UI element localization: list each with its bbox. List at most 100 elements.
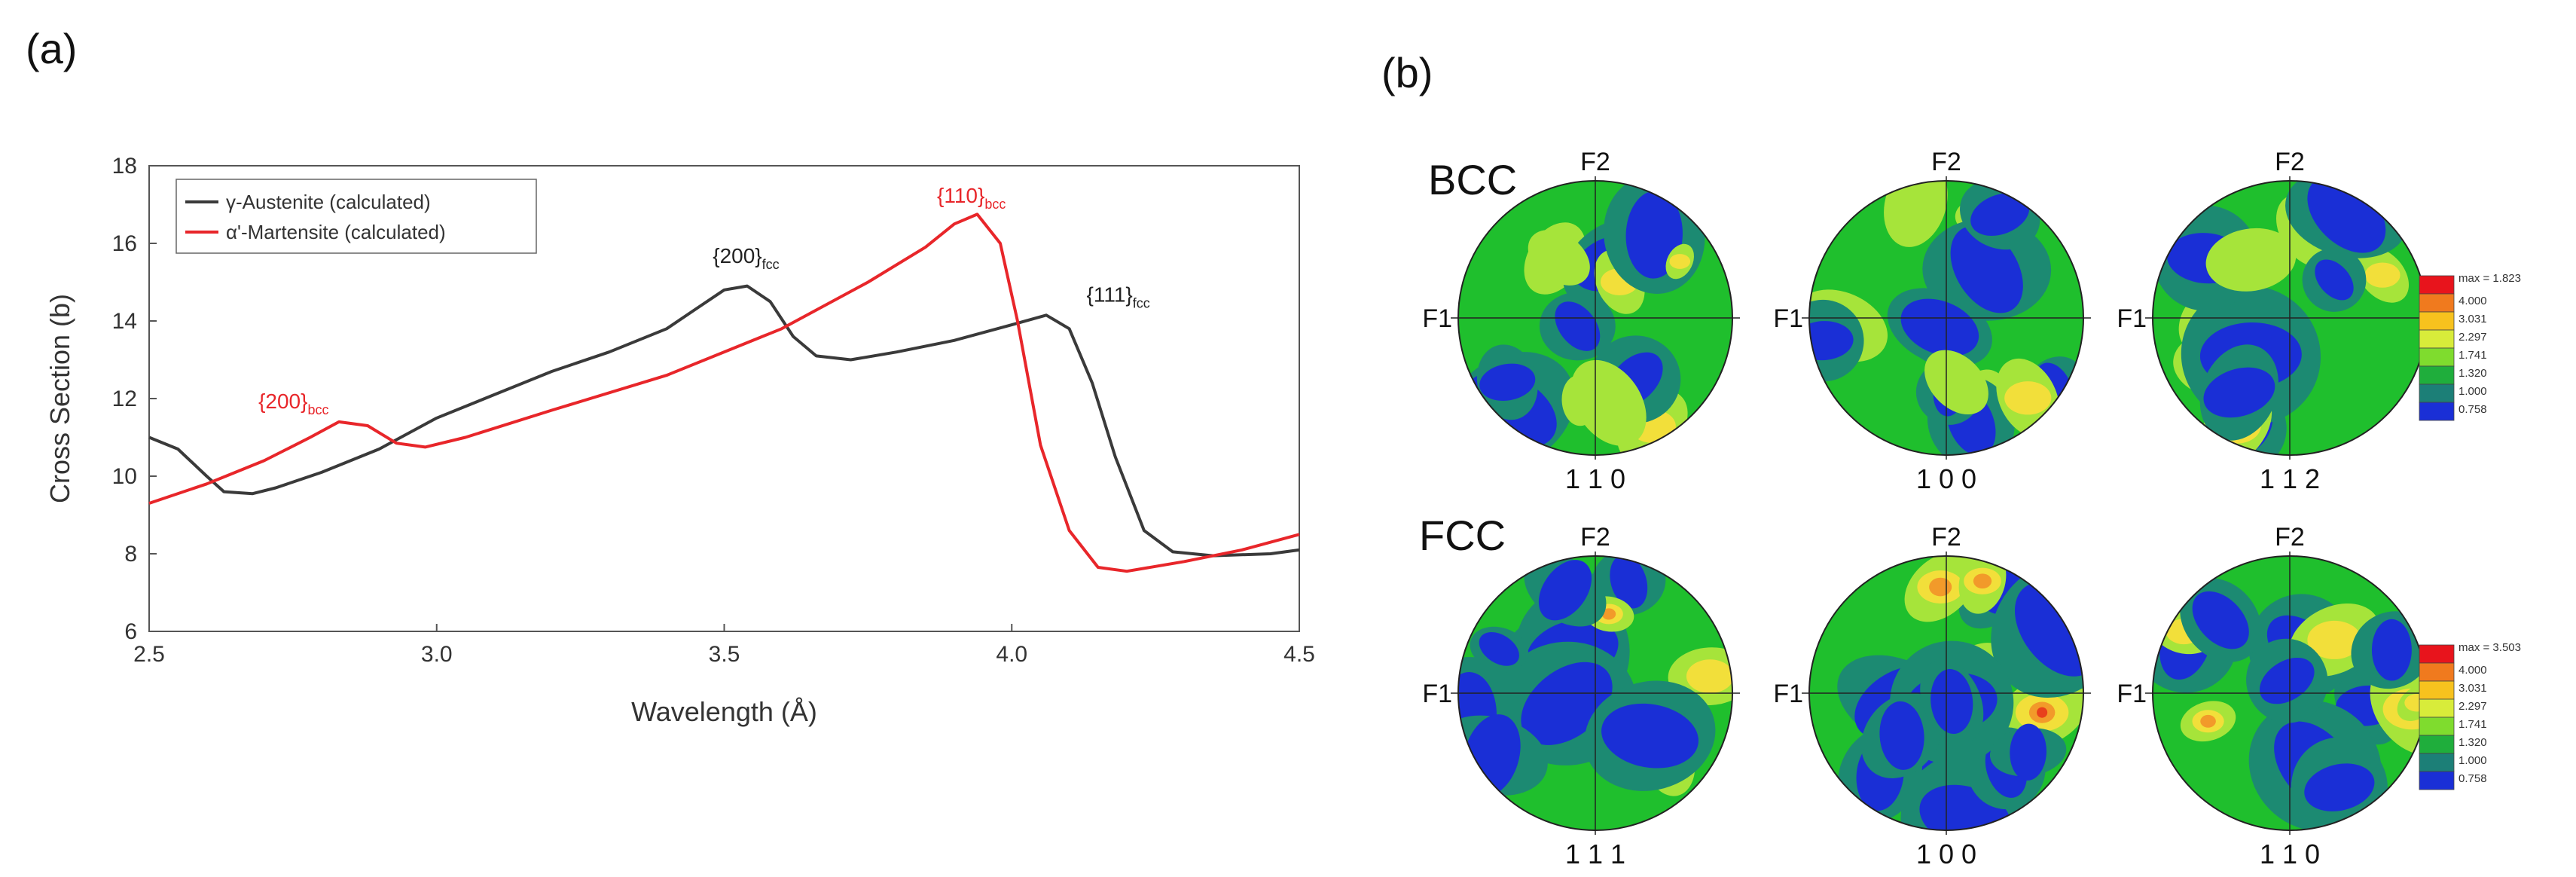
scale-swatch <box>2419 365 2455 385</box>
legend-box <box>175 179 537 254</box>
scale-swatch <box>2419 717 2455 736</box>
contour-region <box>1479 631 1519 666</box>
scale-level-label: 1.000 <box>2458 754 2487 767</box>
scale-max-label: max = 3.503 <box>2458 641 2521 654</box>
pole-figure <box>1458 181 1732 455</box>
contour-region <box>1930 669 1973 735</box>
contour-region <box>2259 657 2315 704</box>
contour-region <box>2037 707 2048 718</box>
scale-level-label: 1.320 <box>2458 367 2487 380</box>
contour-region <box>2192 591 2249 649</box>
scale-swatch <box>2419 771 2455 790</box>
contour-region <box>1900 298 1979 356</box>
axis-label-f1: F1 <box>2117 304 2147 333</box>
pole-figure-outline <box>1808 555 2084 831</box>
scale-level-label: 0.758 <box>2458 772 2487 785</box>
peak-annotation: {111}fcc <box>1087 283 1150 310</box>
row-label-bcc: BCC <box>1428 156 1517 203</box>
contour-region <box>1479 363 1536 402</box>
contour-region <box>2010 723 2047 781</box>
contour-region <box>1929 577 1952 597</box>
x-tick-label: 2.5 <box>133 642 165 667</box>
scale-swatch <box>2419 735 2455 754</box>
contour-region <box>1601 703 1699 769</box>
pole-figure-outline <box>1808 180 2084 456</box>
legend-entry: α'-Martensite (calculated) <box>226 221 446 243</box>
contour-region <box>1528 230 1590 286</box>
contour-region <box>2203 367 2275 418</box>
pole-figure-index: 1 1 0 <box>1565 463 1625 494</box>
y-tick-label: 18 <box>112 154 137 179</box>
panel-a-label: (a) <box>26 25 78 72</box>
scale-swatch <box>2419 698 2455 718</box>
contour-region <box>1809 321 1854 361</box>
contour-region <box>1879 701 1924 770</box>
contour-region <box>1538 560 1592 621</box>
x-tick-label: 4.0 <box>996 642 1027 667</box>
y-tick-label: 12 <box>112 387 137 411</box>
contour-region <box>1601 608 1616 620</box>
y-tick-label: 10 <box>112 464 137 489</box>
y-tick-label: 8 <box>124 542 137 567</box>
axis-label-f1: F1 <box>2117 680 2147 708</box>
contour-region <box>2371 619 2412 681</box>
contour-region <box>2315 259 2354 301</box>
pole-figure <box>1809 556 2083 830</box>
scale-swatch <box>2419 347 2455 367</box>
scale-level-label: 4.000 <box>2458 295 2487 307</box>
scale-swatch <box>2419 275 2455 295</box>
contour-region <box>2200 714 2216 728</box>
pole-figure-index: 1 0 0 <box>1916 839 1976 869</box>
scale-swatch <box>2419 402 2455 421</box>
axis-label-f1: F1 <box>1422 304 1452 333</box>
scale-swatch <box>2419 753 2455 772</box>
scale-level-label: 1.320 <box>2458 736 2487 749</box>
peak-annotation: {200}bcc <box>258 390 328 417</box>
scale-level-label: 1.741 <box>2458 718 2487 731</box>
scale-level-label: 1.741 <box>2458 349 2487 362</box>
pole-figure-outline <box>1457 180 1733 456</box>
y-axis-label: Cross Section (b) <box>44 294 75 503</box>
row-label-fcc: FCC <box>1419 512 1506 559</box>
axis-label-f2: F2 <box>1931 523 1961 552</box>
axis-label-f1: F1 <box>1773 680 1803 708</box>
scale-swatch <box>2419 293 2455 313</box>
scale-max-label: max = 1.823 <box>2458 272 2521 285</box>
pole-figure-outline <box>1457 555 1733 831</box>
scale-swatch <box>2419 329 2455 349</box>
panel-b-label: (b) <box>1381 49 1433 96</box>
pole-figure-index: 1 1 1 <box>1565 839 1625 869</box>
contour-region <box>2304 763 2375 811</box>
pole-figure-index: 1 1 0 <box>2260 839 2320 869</box>
axis-label-f1: F1 <box>1773 304 1803 333</box>
y-tick-label: 6 <box>124 619 137 644</box>
scale-level-label: 2.297 <box>2458 700 2487 713</box>
contour-region <box>2205 228 2297 292</box>
contour-region <box>1555 301 1601 351</box>
peak-annotation: {110}bcc <box>937 184 1006 212</box>
contour-region <box>1610 556 1648 609</box>
scale-level-label: 0.758 <box>2458 403 2487 416</box>
contour-region <box>1973 573 1992 589</box>
x-axis-label: Wavelength (Å) <box>631 696 817 727</box>
scale-swatch <box>2419 311 2455 331</box>
contour-region <box>2364 262 2401 288</box>
scale-level-label: 1.000 <box>2458 385 2487 398</box>
axis-label-f1: F1 <box>1422 680 1452 708</box>
peak-annotation: {200}fcc <box>713 244 779 272</box>
contour-region <box>2004 381 2052 415</box>
axis-label-f2: F2 <box>2275 148 2305 176</box>
scale-level-label: 3.031 <box>2458 682 2487 695</box>
x-tick-label: 4.5 <box>1283 642 1315 667</box>
x-tick-label: 3.0 <box>421 642 453 667</box>
axis-label-f2: F2 <box>1580 523 1610 552</box>
pole-figure-index: 1 0 0 <box>1916 463 1976 494</box>
y-tick-label: 16 <box>112 231 137 256</box>
contour-region <box>1686 659 1732 693</box>
contour-region <box>1924 350 1988 415</box>
scale-swatch <box>2419 383 2455 403</box>
pole-figure <box>1809 181 2083 455</box>
scale-level-label: 4.000 <box>2458 664 2487 677</box>
contour-region <box>1669 254 1691 269</box>
